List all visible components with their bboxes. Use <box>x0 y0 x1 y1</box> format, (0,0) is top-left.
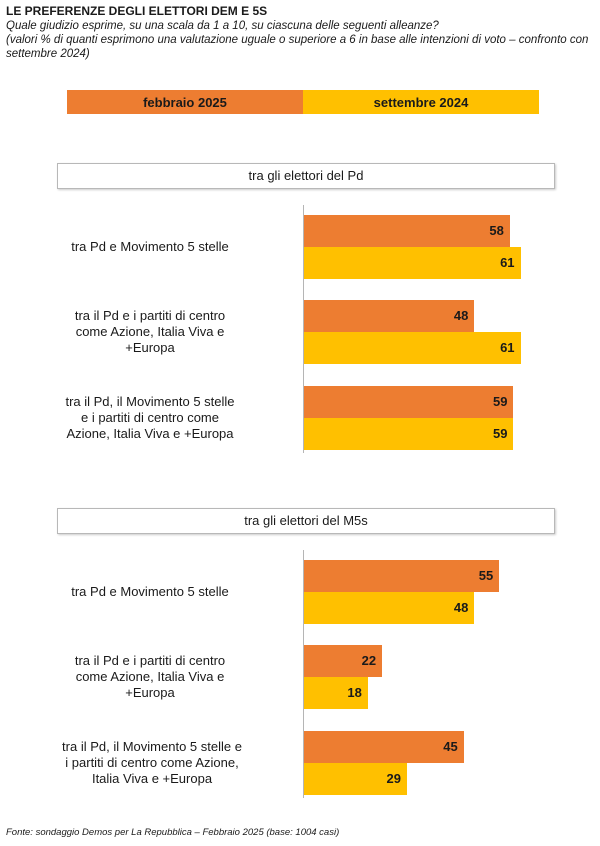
source-footnote: Fonte: sondaggio Demos per La Repubblica… <box>6 827 340 838</box>
bar-settembre-2024 <box>304 418 514 450</box>
data-label: 59 <box>492 426 508 441</box>
category-label-line: come Azione, Italia Viva e <box>75 669 225 684</box>
bar-febbraio-2025 <box>304 731 464 763</box>
chart-title: LE PREFERENZE DEGLI ELETTORI DEM E 5S <box>6 4 268 18</box>
data-label: 59 <box>492 394 508 409</box>
bar-febbraio-2025 <box>304 645 383 677</box>
subtitle-question: Quale giudizio esprime, su una scala da … <box>6 20 439 32</box>
bar-settembre-2024 <box>304 677 368 709</box>
category-label: tra il Pd e i partiti di centro come Azio… <box>10 653 290 701</box>
data-label: 61 <box>500 255 515 270</box>
category-label-line: e i partiti di centro come <box>80 410 219 425</box>
category-label-line: +Europa <box>125 340 175 355</box>
category-label-line: tra Pd e Movimento 5 stelle <box>71 239 229 254</box>
chart-subtitle: Quale giudizio esprime, su una scala da … <box>6 19 596 61</box>
bar-febbraio-2025 <box>304 560 500 592</box>
bar-febbraio-2025 <box>304 386 514 418</box>
category-label-line: i partiti di centro come Azione, <box>65 755 239 770</box>
data-label: 58 <box>489 223 504 238</box>
category-label-line: Azione, Italia Viva e +Europa <box>66 426 234 441</box>
panel-title: tra gli elettori del M5s <box>57 508 555 534</box>
data-label: 45 <box>443 739 458 754</box>
category-label-line: tra Pd e Movimento 5 stelle <box>71 584 229 599</box>
legend-item-settembre-2024: settembre 2024 <box>303 90 539 114</box>
data-label: 48 <box>453 308 469 323</box>
category-label-line: tra il Pd, il Movimento 5 stelle e <box>62 739 242 754</box>
category-label: tra Pd e Movimento 5 stelle <box>10 584 290 600</box>
bar-settembre-2024 <box>304 332 521 364</box>
bar-settembre-2024 <box>304 592 475 624</box>
bar-settembre-2024 <box>304 247 521 279</box>
data-label: 29 <box>386 771 401 786</box>
category-label-line: Italia Viva e +Europa <box>91 771 213 786</box>
data-label: 48 <box>453 600 469 615</box>
category-axis <box>303 205 304 453</box>
data-label: 55 <box>478 568 494 583</box>
subtitle-note: (valori % di quanti esprimono una valuta… <box>6 34 589 60</box>
category-label: tra il Pd, il Movimento 5 stelle e i part… <box>10 394 290 442</box>
bar-febbraio-2025 <box>304 300 475 332</box>
data-label: 22 <box>361 653 377 668</box>
category-label-line: +Europa <box>125 685 175 700</box>
category-label-line: tra il Pd e i partiti di centro <box>74 308 226 323</box>
legend-item-febbraio-2025: febbraio 2025 <box>67 90 303 114</box>
category-label: tra il Pd e i partiti di centro come Azio… <box>10 308 290 356</box>
category-label-line: tra il Pd e i partiti di centro <box>74 653 226 668</box>
panel-title: tra gli elettori del Pd <box>57 163 555 189</box>
category-axis <box>303 550 304 798</box>
data-label: 61 <box>500 340 515 355</box>
bar-settembre-2024 <box>304 763 407 795</box>
bar-febbraio-2025 <box>304 215 510 247</box>
category-label-line: come Azione, Italia Viva e <box>75 324 225 339</box>
category-label-line: tra il Pd, il Movimento 5 stelle <box>65 394 235 409</box>
data-label: 18 <box>347 685 362 700</box>
category-label: tra Pd e Movimento 5 stelle <box>10 239 290 255</box>
